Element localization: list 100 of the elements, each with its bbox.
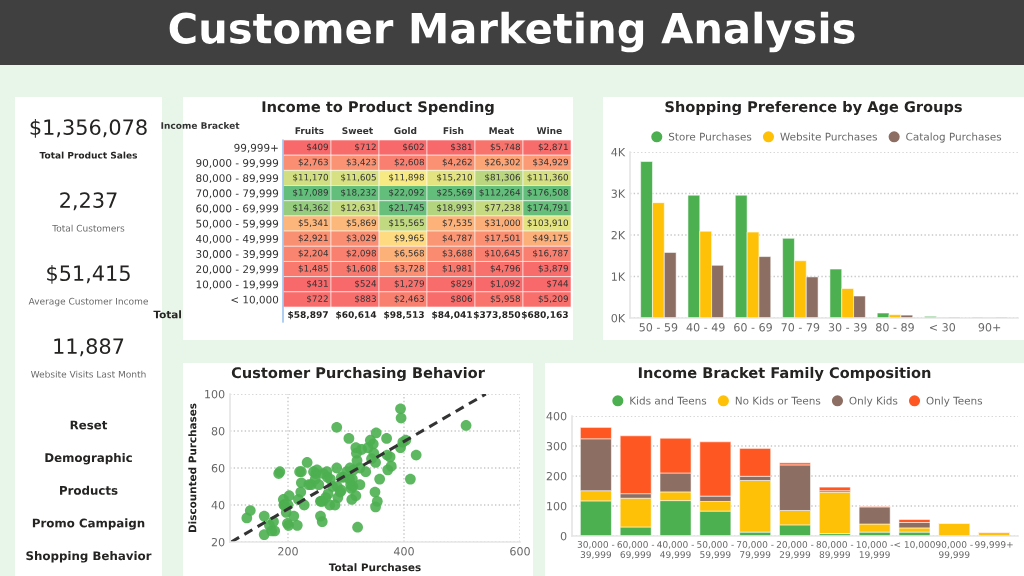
data-label: $1,092: [490, 279, 520, 288]
data-label: $883: [355, 295, 376, 304]
data-label: $25,569: [437, 188, 472, 197]
data-label: $12,631: [341, 204, 376, 213]
x-tick-label: 30 - 39: [828, 323, 867, 332]
x-tick-label: 20,000 - 29,999: [776, 541, 814, 559]
y-tick-label: 2K: [611, 230, 626, 240]
data-label: $22,092: [389, 188, 424, 197]
text: $60,614: [336, 310, 377, 320]
chart-title: Customer Purchasing Behavior: [231, 366, 485, 382]
category-label: Total Product Sales: [39, 151, 138, 159]
data-label: $176,508: [527, 188, 568, 197]
x-tick-label: 30,000 - 39,999: [577, 541, 615, 559]
data-label: $10,645: [485, 249, 520, 258]
data-label: $1,981: [442, 264, 472, 273]
data-label: $409: [307, 143, 328, 152]
y-axis-title: Income Bracket: [161, 121, 240, 129]
x-tick-label: 90,000 - 99,999: [936, 541, 973, 559]
y-tick-label: 90,000 - 99,999: [196, 159, 279, 168]
text: Promo Campaign: [32, 518, 145, 530]
y-tick-label: 60,000 - 69,999: [196, 204, 279, 214]
x-tick-label: 70,000 - 79,999: [737, 541, 774, 559]
x-tick-label: 50 - 59: [639, 323, 678, 332]
data-label: $3,879: [538, 264, 568, 273]
data-label: $712: [355, 143, 376, 152]
data-label: $5,869: [346, 219, 376, 228]
data-label: $26,302: [485, 158, 520, 167]
x-tick-label: 80,000 - 89,999: [816, 541, 854, 559]
data-label: $5,748: [490, 143, 520, 152]
y-tick-label: < 10,000: [231, 295, 279, 305]
legend-label: No Kids or Teens: [735, 396, 821, 405]
data-label: $17,089: [293, 188, 328, 197]
y-tick-label: 100: [547, 501, 567, 511]
chart-title: Income to Product Spending: [262, 100, 494, 116]
x-tick-label: 50,000 - 59,999: [697, 541, 734, 559]
text: Reset: [70, 420, 108, 430]
chart-title: Income Bracket Family Composition: [638, 366, 931, 382]
y-tick-label: 80: [211, 426, 225, 436]
legend-label: Website Purchases: [780, 132, 877, 141]
text: $373,850: [473, 310, 521, 320]
data-label: $3,029: [346, 234, 376, 243]
x-tick-label: 99,999+: [975, 541, 1013, 549]
data-label: $722: [307, 295, 328, 304]
text: 2,237: [60, 192, 117, 211]
y-tick-label: 20,000 - 29,999: [196, 265, 279, 275]
legend-label: Only Teens: [926, 396, 983, 407]
y-tick-label: 0: [560, 531, 567, 541]
data-label: $5,341: [298, 219, 328, 228]
x-tick-label: 40,000 - 49,999: [657, 541, 694, 559]
data-label: $11,898: [389, 173, 424, 182]
data-label: $5,209: [538, 295, 568, 304]
data-label: $2,871: [538, 143, 568, 152]
y-tick-label: 80,000 - 89,999: [196, 174, 279, 184]
data-label: $17,501: [485, 234, 520, 243]
data-label: $1,608: [346, 264, 376, 273]
text: 11,887: [54, 338, 124, 357]
data-label: $1,279: [394, 279, 424, 288]
data-label: $15,565: [389, 219, 424, 228]
data-label: $5,958: [490, 295, 520, 304]
data-label: $49,175: [533, 234, 568, 243]
data-label: $744: [547, 279, 569, 288]
data-label: $524: [355, 279, 377, 288]
x-tick-label: < 10,000: [894, 541, 935, 549]
y-tick-label: 99,999+: [234, 143, 278, 153]
legend-label: Only Kids: [849, 396, 898, 407]
y-tick-label: 4K: [611, 148, 626, 157]
data-label: $2,098: [346, 249, 376, 258]
text: Total: [153, 310, 181, 319]
data-label: $112,264: [479, 188, 521, 197]
data-label: $4,787: [442, 234, 472, 243]
y-tick-label: 40,000 - 49,999: [196, 234, 279, 244]
legend-label: Catalog Purchases: [906, 132, 1002, 143]
text: $680,163: [521, 310, 568, 320]
text: Products: [60, 485, 118, 495]
y-tick-label: 20: [211, 537, 225, 547]
y-tick-label: 60: [211, 463, 225, 473]
y-tick-label: 400: [546, 411, 567, 421]
x-tick-label: 60 - 69: [734, 323, 772, 332]
data-label: $2,921: [298, 234, 328, 243]
x-tick-label: 10,000 - 19,999: [856, 541, 894, 559]
data-label: $7,535: [442, 219, 472, 228]
y-tick-label: 100: [205, 389, 225, 399]
x-tick-label: 80 - 89: [876, 323, 914, 332]
data-label: $111,360: [527, 173, 569, 182]
y-tick-label: 300: [546, 441, 567, 451]
y-tick-label: 50,000 - 59,999: [196, 219, 279, 229]
category-label: Average Customer Income: [28, 297, 148, 307]
data-label: $81,306: [485, 173, 521, 182]
x-tick-label: 70 - 79: [781, 323, 820, 332]
x-tick-label: Fruits: [295, 127, 324, 135]
text: $58,897: [288, 310, 328, 320]
data-label: $1,485: [298, 264, 328, 273]
y-tick-label: 3K: [611, 189, 626, 198]
y-tick-label: 40: [211, 500, 225, 510]
data-label: $3,688: [442, 249, 472, 258]
data-label: $18,232: [341, 188, 376, 197]
data-label: $2,608: [394, 158, 424, 167]
text: Demographic: [45, 452, 132, 465]
y-axis-title: Discounted Purchases: [188, 403, 197, 533]
x-tick-label: Wine: [536, 127, 562, 135]
